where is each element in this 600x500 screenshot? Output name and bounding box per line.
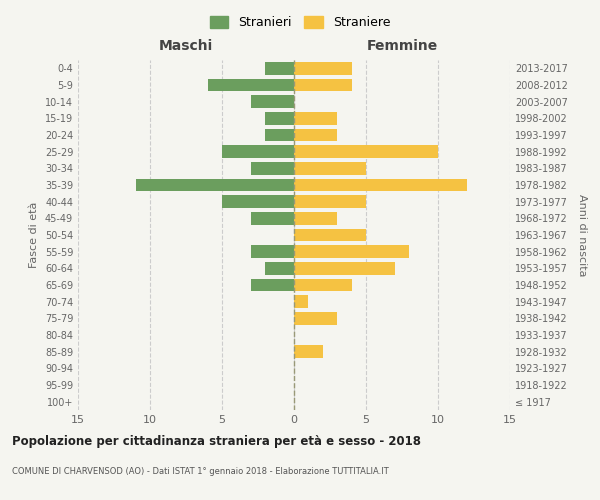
- Bar: [294, 279, 352, 291]
- Bar: [251, 162, 294, 174]
- Text: Maschi: Maschi: [159, 39, 213, 53]
- Bar: [208, 79, 294, 92]
- Bar: [265, 112, 294, 124]
- Bar: [294, 346, 323, 358]
- Bar: [294, 79, 352, 92]
- Bar: [222, 146, 294, 158]
- Bar: [294, 212, 337, 224]
- Bar: [265, 62, 294, 74]
- Bar: [294, 162, 366, 174]
- Bar: [251, 212, 294, 224]
- Legend: Stranieri, Straniere: Stranieri, Straniere: [205, 11, 395, 34]
- Bar: [294, 62, 352, 74]
- Bar: [251, 246, 294, 258]
- Bar: [294, 296, 308, 308]
- Bar: [294, 146, 438, 158]
- Bar: [294, 112, 337, 124]
- Bar: [294, 262, 395, 274]
- Bar: [294, 179, 467, 192]
- Text: Femmine: Femmine: [367, 39, 437, 53]
- Bar: [265, 262, 294, 274]
- Bar: [265, 129, 294, 141]
- Text: COMUNE DI CHARVENSOD (AO) - Dati ISTAT 1° gennaio 2018 - Elaborazione TUTTITALIA: COMUNE DI CHARVENSOD (AO) - Dati ISTAT 1…: [12, 468, 389, 476]
- Bar: [294, 196, 366, 208]
- Bar: [294, 246, 409, 258]
- Y-axis label: Fasce di età: Fasce di età: [29, 202, 39, 268]
- Bar: [251, 96, 294, 108]
- Y-axis label: Anni di nascita: Anni di nascita: [577, 194, 587, 276]
- Bar: [222, 196, 294, 208]
- Bar: [294, 312, 337, 324]
- Bar: [294, 229, 366, 241]
- Bar: [251, 279, 294, 291]
- Bar: [294, 129, 337, 141]
- Text: Popolazione per cittadinanza straniera per età e sesso - 2018: Popolazione per cittadinanza straniera p…: [12, 435, 421, 448]
- Bar: [136, 179, 294, 192]
